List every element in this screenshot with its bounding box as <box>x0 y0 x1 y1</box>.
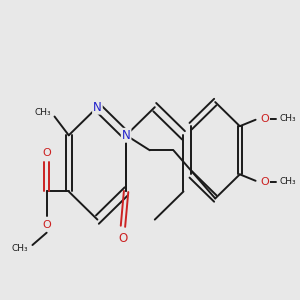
Text: O: O <box>260 177 269 187</box>
Text: O: O <box>118 232 128 245</box>
Text: O: O <box>42 148 51 158</box>
Text: CH₃: CH₃ <box>34 108 51 117</box>
Text: N: N <box>122 129 130 142</box>
Text: CH₃: CH₃ <box>279 177 296 186</box>
Text: CH₃: CH₃ <box>279 114 296 123</box>
Text: O: O <box>42 220 51 230</box>
Text: CH₃: CH₃ <box>11 244 28 253</box>
Text: O: O <box>260 114 269 124</box>
Text: N: N <box>93 101 102 114</box>
